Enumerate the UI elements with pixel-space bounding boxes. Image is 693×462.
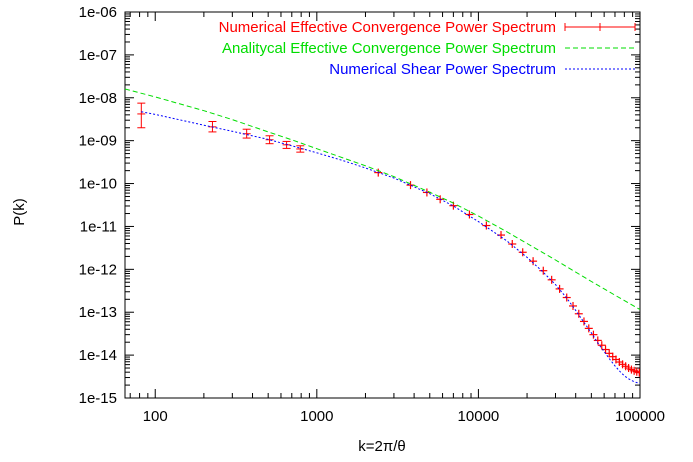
series-1	[125, 88, 640, 311]
data-point	[529, 257, 538, 266]
data-point	[605, 349, 614, 358]
y-tick-label: 1e-12	[79, 261, 117, 278]
y-axis-ticks: 1e-15 1e-14 1e-13 1e-12 1e-11 1e-10 1e-09 1e-08…	[79, 4, 640, 407]
y-axis-label: P(k)	[11, 198, 28, 226]
plot-frame	[124, 11, 641, 399]
data-point	[555, 284, 564, 293]
x-axis-ticks: 100 1000 10000 100000	[129, 12, 665, 425]
y-tick-label: 1e-06	[79, 4, 117, 21]
series-2	[141, 111, 640, 384]
y-tick-label: 1e-13	[79, 304, 117, 321]
y-tick-label: 1e-08	[79, 90, 117, 107]
data-point	[574, 309, 583, 318]
data-point	[547, 275, 556, 284]
series-0	[137, 102, 640, 377]
data-point	[518, 248, 527, 257]
data-point	[584, 324, 593, 333]
data-point	[589, 330, 598, 339]
x-tick-label: 10000	[458, 408, 500, 425]
x-axis-label: k=2π/θ	[358, 438, 405, 455]
y-tick-label: 1e-11	[80, 218, 117, 235]
legend-label: Numerical Effective Convergence Power Sp…	[219, 19, 556, 36]
data-point	[282, 140, 291, 149]
data-point	[482, 221, 491, 230]
x-tick-label: 100	[143, 408, 168, 425]
data-point	[539, 266, 548, 275]
data-point	[465, 210, 474, 219]
y-tick-label: 1e-07	[79, 47, 117, 64]
legend: Numerical Effective Convergence Power Sp…	[219, 19, 636, 78]
data-point	[508, 239, 517, 248]
y-tick-label: 1e-09	[79, 133, 117, 150]
data-point	[597, 341, 606, 350]
x-tick-label: 1000	[300, 408, 333, 425]
data-point	[635, 368, 640, 377]
data-point	[579, 317, 588, 326]
data-point	[265, 135, 274, 145]
series-line	[125, 88, 640, 311]
y-tick-label: 1e-15	[79, 390, 117, 407]
legend-label: Numerical Shear Power Spectrum	[329, 61, 556, 78]
plot-border	[124, 11, 641, 399]
data-point	[296, 145, 305, 153]
y-tick-label: 1e-10	[79, 176, 117, 193]
y-tick-label: 1e-14	[79, 347, 117, 364]
series-line	[141, 111, 640, 384]
x-tick-label: 100000	[615, 408, 665, 425]
data-point	[137, 102, 146, 129]
series-layer	[125, 88, 640, 384]
legend-label: Analitycal Effective Convergence Power S…	[222, 40, 556, 57]
